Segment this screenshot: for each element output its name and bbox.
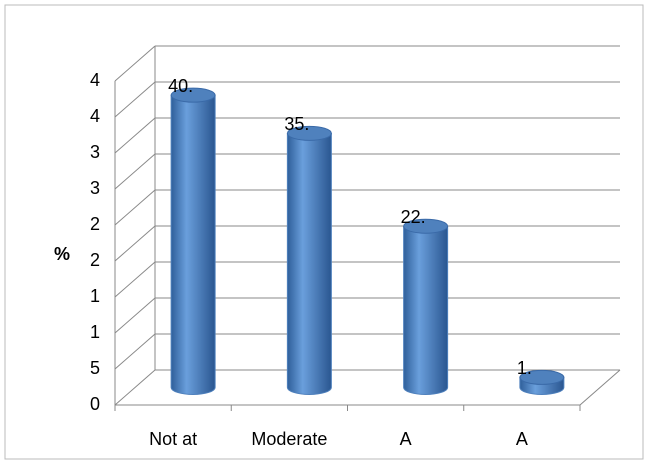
value-label: 1. [517,358,532,378]
side-grid-line [114,117,156,154]
y-tick-label: 1 [90,286,100,306]
y-tick-label: 0 [90,394,100,414]
bar [286,125,332,395]
bar-top [403,218,449,234]
y-tick-label: 4 [90,106,100,126]
x-tick-label: Moderate [251,429,327,449]
side-grid-line [114,189,156,226]
bar-top [286,125,332,141]
x-tick-label: A [516,429,528,449]
floor-edge [579,369,621,406]
y-tick-label: 5 [90,358,100,378]
side-grid-line [114,153,156,190]
x-tick-label: Not at [149,429,197,449]
y-tick-label: 3 [90,178,100,198]
bar-body [170,94,216,395]
side-grid-line [114,45,156,82]
value-label: 40. [168,76,193,96]
side-grid-line [114,261,156,298]
side-grid-line [114,81,156,118]
bar-top [170,87,216,103]
y-tick-label: 2 [90,214,100,234]
bar-body [403,225,449,395]
y-tick-label: 4 [90,70,100,90]
bar-body [286,132,332,395]
y-tick-label: 1 [90,322,100,342]
y-tick-label: 3 [90,142,100,162]
value-label: 22. [401,207,426,227]
bar-top [519,369,565,385]
x-tick-label: A [400,429,412,449]
side-grid-line [114,369,156,406]
side-grid-line [114,333,156,370]
value-label: 35. [284,114,309,134]
side-grid-line [114,297,156,334]
y-tick-label: 2 [90,250,100,270]
side-grid-line [114,225,156,262]
bar [403,218,449,395]
bar [519,369,565,395]
bar [170,87,216,395]
y-axis-label: % [54,244,70,264]
